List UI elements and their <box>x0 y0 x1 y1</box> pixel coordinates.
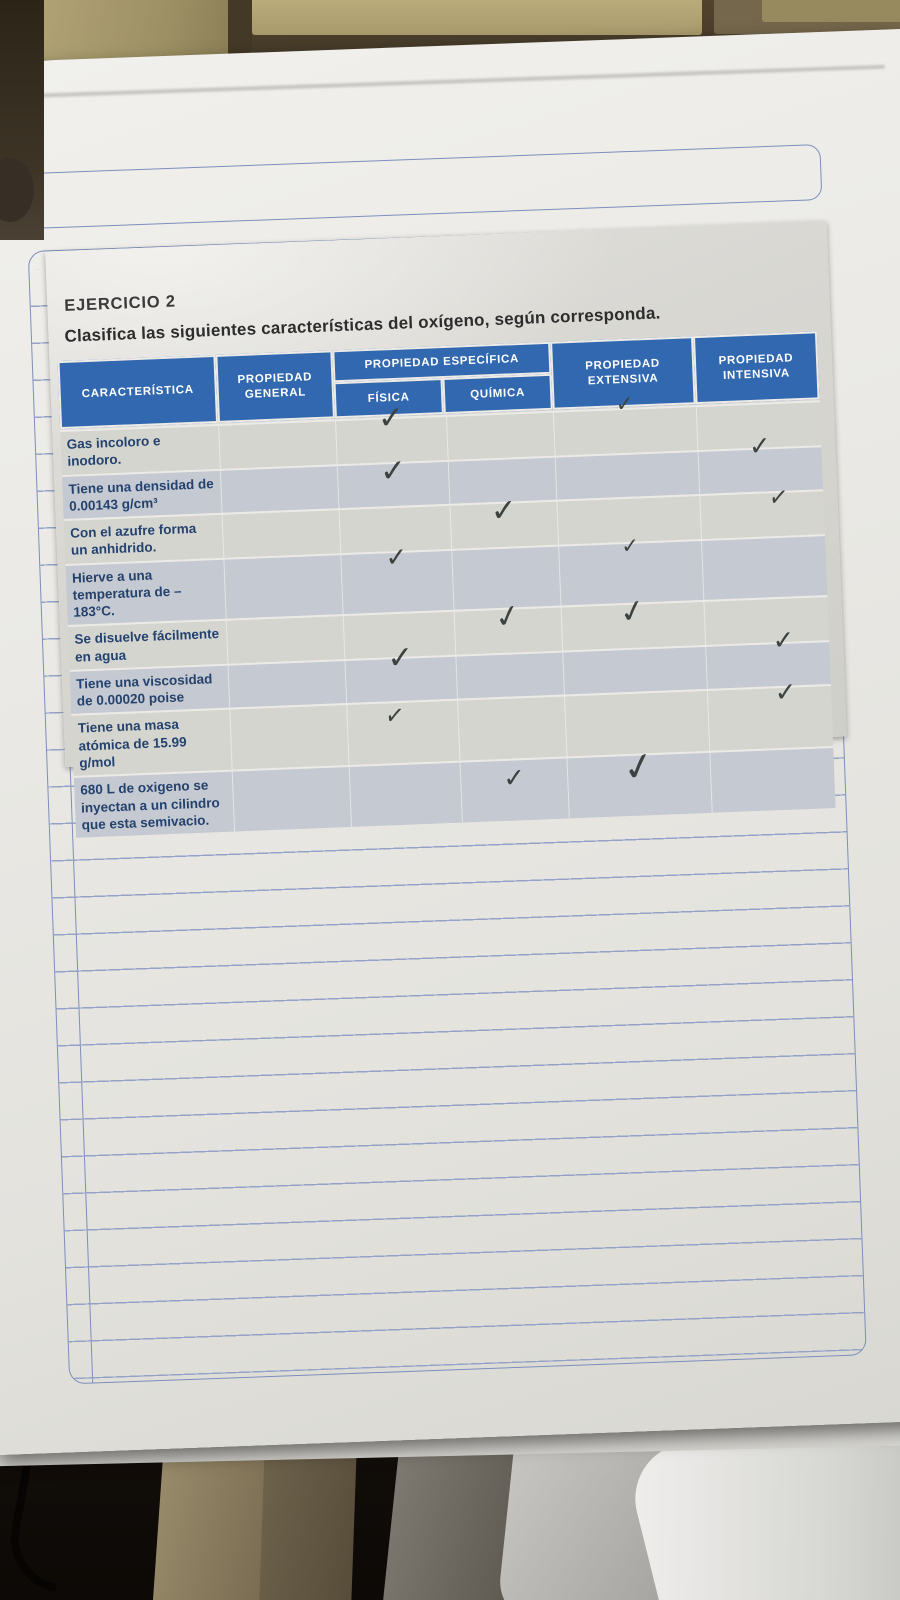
cell-intensiva: ✓ <box>697 431 824 495</box>
row-label: Tiene una densidad de 0.00143 g/cm³ <box>68 475 214 514</box>
template-box-top <box>30 144 823 229</box>
cell-fisica: ✓ <box>340 542 454 615</box>
cell-general <box>231 767 352 832</box>
col-header-fisica: FÍSICA <box>333 378 444 419</box>
table-body: Gas incoloro e inodoro. ✓ ✓ Tiene una de… <box>60 392 836 838</box>
cell-general <box>229 705 349 770</box>
cell-quimica <box>445 412 555 460</box>
classification-table: CARACTERÍSTICA PROPIEDAD GENERAL PROPIED… <box>57 331 836 838</box>
paper-crease <box>4 64 885 99</box>
cell-extensiva: ✓ <box>558 533 704 606</box>
cell-general <box>218 421 337 469</box>
row-label: Gas incoloro e inodoro. <box>66 433 161 470</box>
col-header-propiedad-extensiva: PROPIEDAD EXTENSIVA <box>550 336 696 410</box>
cell-intensiva <box>703 597 830 645</box>
cell-fisica: ✓ <box>346 700 460 766</box>
col-header-caracteristica: CARACTERÍSTICA <box>57 354 219 430</box>
cell-quimica <box>457 696 567 761</box>
cell-extensiva: ✓ <box>552 392 698 456</box>
cell-extensiva <box>562 646 707 695</box>
check-mark: ✓ <box>502 763 526 795</box>
row-label: Tiene una masa atómica de 15.99 g/mol <box>77 717 187 771</box>
row-label: 680 L de oxigeno se inyectan a un cilind… <box>80 777 220 833</box>
check-mark: ✓ <box>383 700 407 733</box>
worksheet-sheet: EJERCICIO 2 Clasifica las siguientes car… <box>45 220 847 838</box>
cell-extensiva <box>556 496 701 545</box>
brick <box>252 0 702 35</box>
cell-quimica <box>451 546 561 611</box>
cell-fisica <box>338 505 452 553</box>
cell-quimica: ✓ <box>453 597 563 655</box>
cell-intensiva: ✓ <box>706 678 834 752</box>
row-label: Con el azufre forma un anhidrido. <box>69 520 197 559</box>
cable <box>2 1444 80 1592</box>
cell-quimica <box>455 652 564 700</box>
brick <box>762 0 900 22</box>
mortar-joint <box>228 0 252 60</box>
cell-quimica: ✓ <box>459 758 569 823</box>
cell-general <box>219 465 339 513</box>
cell-quimica: ✓ <box>449 492 559 549</box>
cell-fisica <box>342 612 456 660</box>
cell-intensiva: ✓ <box>705 625 831 690</box>
cell-fisica: ✓ <box>336 452 450 509</box>
exercise-heading: EJERCICIO 2 <box>63 292 177 315</box>
cell-fisica <box>348 762 462 828</box>
row-label: Tiene una viscosidad de 0.00020 poise <box>75 671 213 709</box>
cell-extensiva: ✓ <box>566 742 712 819</box>
cell-extensiva <box>564 691 710 757</box>
cell-general <box>223 554 343 620</box>
cell-fisica: ✓ <box>344 639 458 704</box>
cell-general <box>221 510 341 558</box>
col-group-propiedad-especifica: PROPIEDAD ESPECÍFICA FÍSICA QUÍMICA <box>332 341 553 419</box>
cell-intensiva <box>695 402 822 450</box>
col-header-propiedad-intensiva: PROPIEDAD INTENSIVA <box>692 331 820 405</box>
cell-intensiva: ✓ <box>699 482 825 539</box>
cell-general <box>225 616 345 664</box>
row-label: Hierve a una temperatura de – 183°C. <box>71 567 182 620</box>
cell-general <box>227 661 347 709</box>
col-header-propiedad-general: PROPIEDAD GENERAL <box>215 350 335 423</box>
cell-intensiva <box>709 748 836 813</box>
col-header-quimica: QUÍMICA <box>442 373 553 415</box>
cell-quimica <box>447 457 557 504</box>
cell-fisica: ✓ <box>335 400 448 464</box>
cell-extensiva: ✓ <box>560 592 706 651</box>
row-label: Se disuelve fácilmente en agua <box>74 626 220 665</box>
cell-intensiva <box>701 535 828 601</box>
cell-extensiva <box>554 451 700 500</box>
